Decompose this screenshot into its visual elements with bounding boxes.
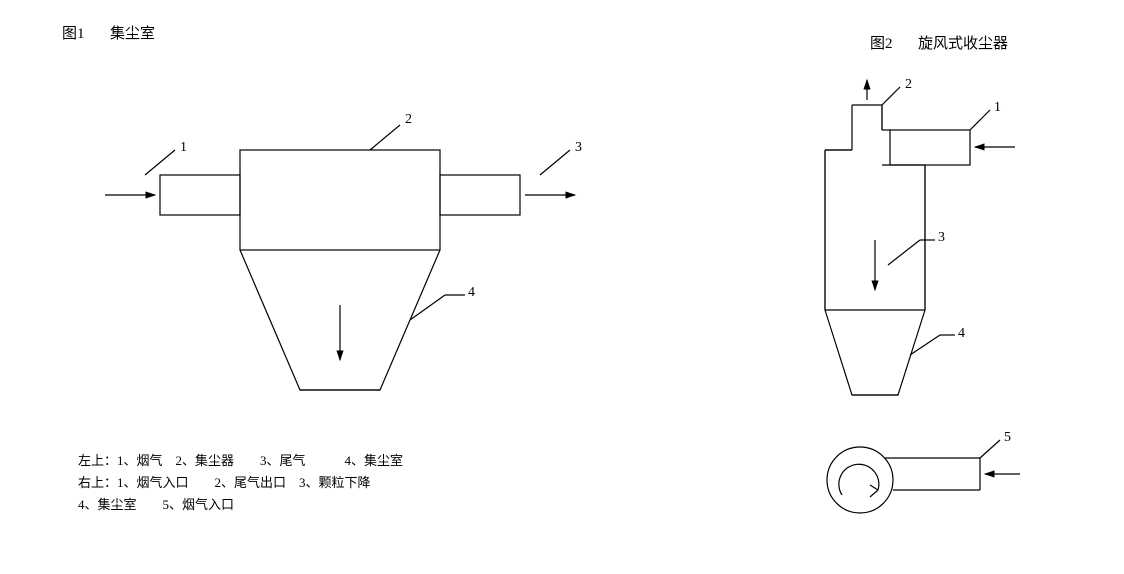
figure2-diagram	[780, 75, 1060, 545]
fig2-callout-5: 5	[1004, 430, 1011, 446]
fig2-number: 图2	[870, 32, 893, 53]
fig2-title: 旋风式收尘器	[918, 32, 1008, 53]
legend-line-3: 4、集尘室 5、烟气入口	[78, 494, 403, 516]
figure1-diagram	[50, 110, 610, 430]
fig2-callout-1: 1	[994, 100, 1001, 116]
fig1-callout-3: 3	[575, 140, 582, 156]
legend-block: 左上：1、烟气 2、集尘器 3、尾气 4、集尘室 右上：1、烟气入口 2、尾气出…	[78, 450, 403, 516]
legend-line-1: 左上：1、烟气 2、集尘器 3、尾气 4、集尘室	[78, 450, 403, 472]
legend-line-2: 右上：1、烟气入口 2、尾气出口 3、颗粒下降	[78, 472, 403, 494]
fig1-number: 图1	[62, 22, 85, 43]
fig1-title: 集尘室	[110, 22, 155, 43]
fig2-callout-3: 3	[938, 230, 945, 246]
fig1-callout-4: 4	[468, 285, 475, 301]
fig2-callout-4: 4	[958, 326, 965, 342]
fig1-callout-1: 1	[180, 140, 187, 156]
fig2-callout-2: 2	[905, 77, 912, 93]
fig1-callout-2: 2	[405, 112, 412, 128]
